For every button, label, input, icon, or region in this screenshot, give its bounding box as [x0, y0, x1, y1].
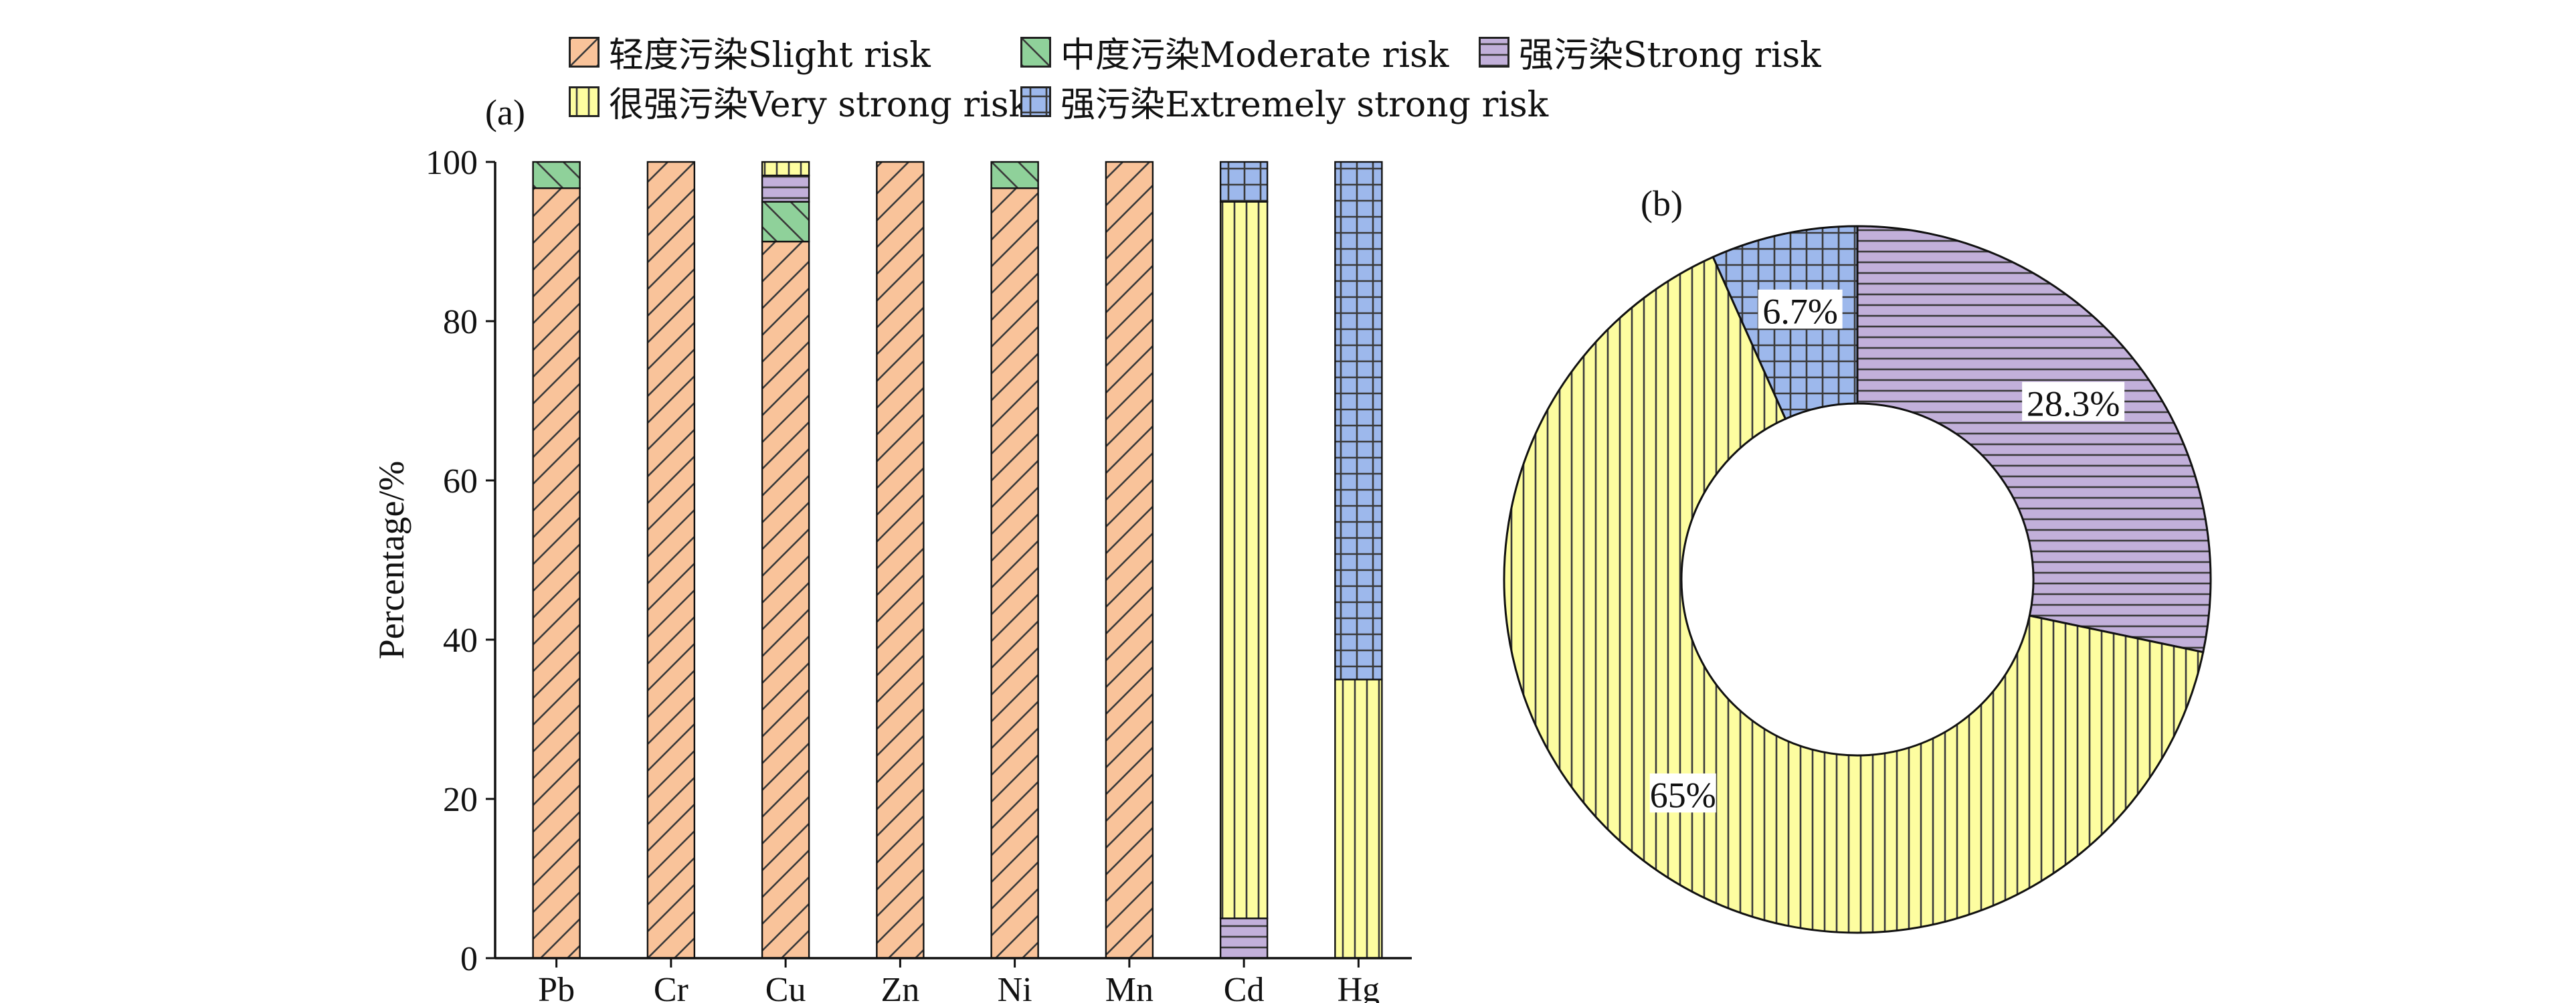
bar-pb-moderate [532, 161, 581, 189]
y-tick-label-0: 0 [460, 940, 478, 978]
bar-hg-extremely-strong [1334, 161, 1383, 680]
donut-label-strong: 28.3% [2027, 383, 2120, 424]
legend-item-slight: 轻度污染Slight risk [569, 27, 931, 77]
donut-label-bg [1758, 289, 1843, 329]
donut-slice-strong [1856, 225, 2212, 654]
y-tick-label-100: 100 [426, 144, 478, 182]
bar-mn-slight [1105, 161, 1154, 960]
legend-swatch [1479, 36, 1509, 68]
legend-label: 中度污染Moderate risk [1061, 35, 1449, 76]
y-tick-label-40: 40 [443, 622, 478, 660]
legend-label: 强污染Strong risk [1519, 35, 1821, 76]
donut-label-very-strong: 65% [1650, 776, 1716, 816]
legend-label: 轻度污染Slight risk [609, 35, 931, 76]
bar-cu-slight [761, 240, 810, 960]
legend-label: 很强污染Very strong risk [609, 85, 1030, 125]
legend-item-extremely-strong: 强污染Extremely strong risk [1020, 76, 1548, 126]
x-tick-label-hg: Hg [1338, 971, 1380, 1003]
legend-item-moderate: 中度污染Moderate risk [1020, 27, 1449, 77]
bar-cu-moderate [761, 201, 810, 243]
donut-label-extremely-strong: 6.7% [1762, 292, 1837, 332]
legend-item-very-strong: 很强污染Very strong risk [569, 76, 1030, 126]
legend-swatch [1020, 86, 1051, 117]
donut-label-bg [1649, 773, 1716, 813]
bar-zn-slight [876, 161, 925, 960]
bar-cu-strong [761, 175, 810, 203]
legend-swatch [569, 36, 600, 68]
donut-chart-panel: (b) 28.3% 65% 6.7% [1503, 183, 2212, 934]
bar-ni-moderate [990, 161, 1039, 189]
legend-item-strong: 强污染Strong risk [1479, 27, 1821, 77]
x-tick-label-cd: Cd [1224, 971, 1265, 1003]
x-tick-label-zn: Zn [881, 971, 919, 1003]
bar-cu-very-strong [761, 161, 810, 177]
bar-pb-slight [532, 187, 581, 960]
bar-cr-slight [646, 161, 696, 960]
legend-swatch [1020, 36, 1051, 68]
x-tick-label-ni: Ni [998, 971, 1032, 1003]
bar-hg-very-strong [1334, 678, 1383, 960]
bar-cd-extremely-strong [1219, 161, 1269, 203]
x-tick-label-pb: Pb [538, 971, 575, 1003]
bar-cd-strong [1219, 917, 1269, 960]
bar-ni-slight [990, 187, 1039, 960]
x-tick-label-cu: Cu [765, 971, 806, 1003]
bar-cd-very-strong [1219, 201, 1269, 919]
donut-slice-very-strong [1503, 256, 2205, 934]
legend-label: 强污染Extremely strong risk [1061, 85, 1549, 125]
panel-label-b: (b) [1641, 183, 1683, 223]
y-tick-label-80: 80 [443, 303, 478, 341]
y-tick-label-60: 60 [443, 462, 478, 500]
panel-label-a: (a) [485, 92, 525, 132]
y-axis-label: Percentage/% [371, 461, 411, 660]
bar-chart-panel: (a) Pb Cr Cu Zn Ni Mn Cd Hg 0 20 40 60 80 100 Percentag… [371, 92, 1412, 1003]
donut-label-bg [2022, 381, 2125, 422]
x-tick-label-mn: Mn [1105, 971, 1154, 1003]
x-tick-label-cr: Cr [654, 971, 688, 1003]
y-tick-label-20: 20 [443, 781, 478, 819]
legend-swatch [569, 86, 600, 117]
legend: 轻度污染Slight risk 中度污染Moderate risk 强污染Stron… [0, 0, 2576, 134]
